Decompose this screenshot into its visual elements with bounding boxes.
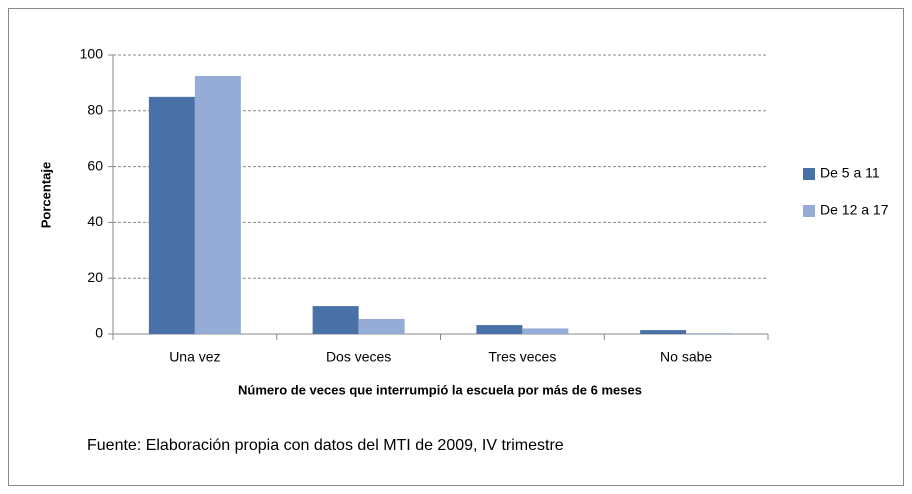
y-tick-label: 20 [87, 269, 103, 285]
bar [194, 75, 241, 335]
y-tick-label: 0 [95, 325, 103, 341]
bar [686, 333, 733, 334]
legend-swatch [803, 205, 815, 217]
bar [312, 306, 359, 334]
y-tick-label: 40 [87, 213, 103, 229]
bar [640, 330, 687, 334]
x-tick-label: Tres veces [488, 349, 556, 365]
x-tick-label: No sabe [660, 349, 712, 365]
y-axis-title: Porcentaje [38, 162, 53, 228]
bar [148, 96, 195, 334]
x-axis-title: Número de veces que interrumpió la escue… [238, 382, 642, 397]
x-tick-label: Dos veces [326, 349, 391, 365]
source-note: Fuente: Elaboración propia con datos del… [87, 437, 564, 454]
bar [476, 325, 523, 334]
bar [522, 328, 569, 334]
y-tick-label: 80 [87, 102, 103, 118]
bar [358, 318, 405, 334]
chart-border [8, 8, 904, 486]
legend-label: De 12 a 17 [820, 202, 889, 218]
y-tick-label: 60 [87, 157, 103, 173]
legend-swatch [803, 168, 815, 180]
x-tick-label: Una vez [169, 349, 220, 365]
legend-label: De 5 a 11 [820, 165, 880, 181]
y-tick-label: 100 [80, 46, 104, 62]
